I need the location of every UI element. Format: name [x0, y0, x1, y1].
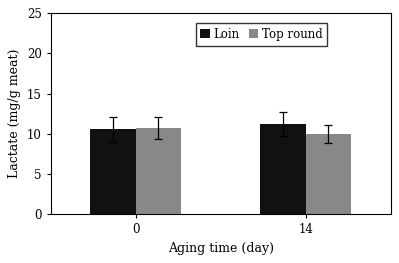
Y-axis label: Lactate (mg/g meat): Lactate (mg/g meat) [8, 49, 21, 178]
Bar [91, 129, 136, 214]
Bar [261, 124, 306, 214]
X-axis label: Aging time (day): Aging time (day) [168, 242, 274, 255]
Legend: Loin, Top round: Loin, Top round [196, 23, 328, 46]
Bar [306, 134, 351, 214]
Bar [136, 128, 181, 214]
